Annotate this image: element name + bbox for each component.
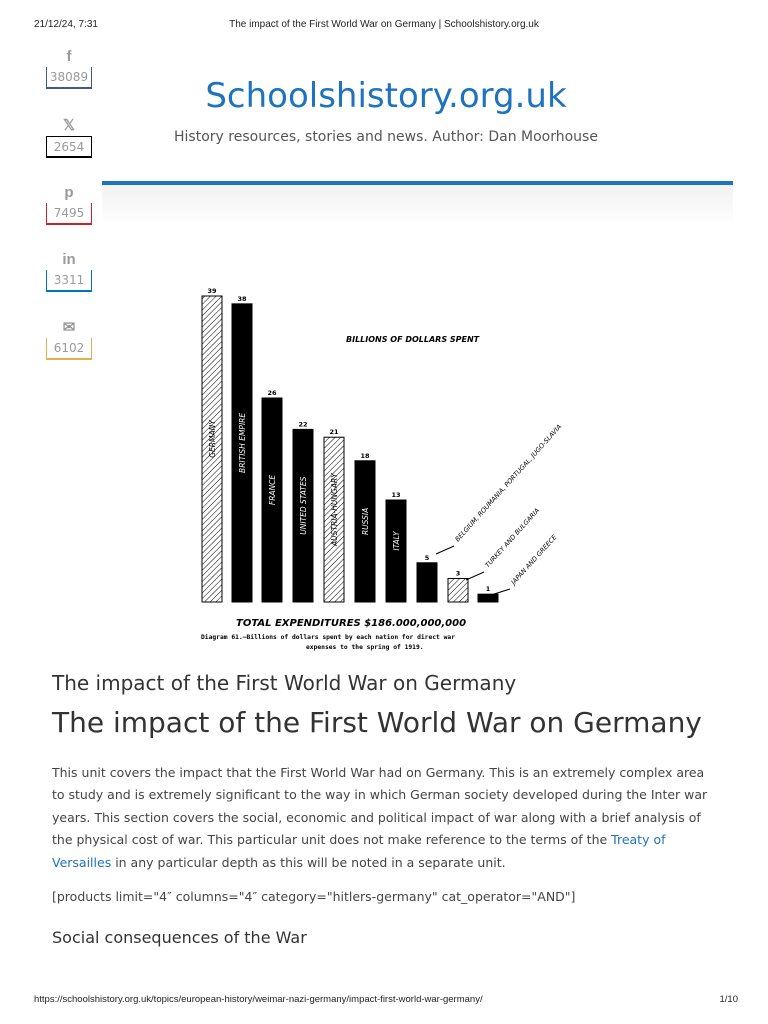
bar-category-label: AUSTRIA-HUNGARY	[330, 472, 339, 547]
bar-1	[201, 295, 223, 603]
treaty-of-versailles-link[interactable]: Treaty of Versailles	[52, 832, 666, 870]
share-count: 7495	[46, 203, 92, 225]
bar-category-label: ITALY	[392, 530, 401, 551]
print-date: 21/12/24, 7:31	[34, 19, 98, 30]
bar-value-label: 18	[360, 452, 370, 460]
bar-value-label: 22	[298, 420, 307, 428]
linkedin-icon[interactable]: in	[62, 250, 76, 268]
chart-caption-line2: expenses to the spring of 1919.	[306, 643, 424, 651]
bar-5	[323, 436, 345, 603]
bar-category-label: UNITED STATES	[299, 476, 308, 534]
annotation-arrow	[465, 571, 485, 581]
article-intro: This unit covers the impact that the Fir…	[52, 762, 712, 874]
bar-value-label: 21	[329, 428, 339, 436]
bar-value-label: 38	[237, 295, 247, 303]
bar-8	[416, 562, 438, 603]
bar-category-label: GERMANY	[208, 419, 217, 458]
share-count: 38089	[46, 67, 92, 89]
war-expenditure-chart: BILLIONS OF DOLLARS SPENT 39 GERMANY 38 BRI…	[196, 282, 586, 654]
pinterest-icon[interactable]: p	[64, 183, 74, 201]
bar-value-label: 3	[456, 569, 461, 577]
intro-text-1: This unit covers the impact that the Fir…	[52, 765, 708, 848]
share-facebook[interactable]: f 38089	[46, 45, 92, 89]
bar-value-label: 13	[391, 491, 400, 499]
small-bar-label: JAPAN AND GREECE	[508, 533, 559, 588]
chart-svg: BILLIONS OF DOLLARS SPENT 39 GERMANY 38 BRI…	[201, 287, 564, 651]
bars-group: 39 GERMANY 38 BRITISH EMPIRE 26 FRANCE 22 UNITE…	[201, 287, 499, 603]
print-header: 21/12/24, 7:31 The impact of the First W…	[0, 0, 768, 40]
site-title[interactable]: Schoolshistory.org.uk	[205, 76, 567, 116]
section-heading: Social consequences of the War	[52, 928, 307, 947]
print-url: https://schoolshistory.org.uk/topics/eur…	[34, 994, 483, 1005]
bar-category-label: FRANCE	[268, 475, 277, 506]
small-bar-label: BELGIUM, ROUMANIA, PORTUGAL, JUGO-SLAVIA	[454, 423, 564, 543]
print-footer: https://schoolshistory.org.uk/topics/eur…	[0, 994, 768, 1024]
share-count: 3311	[46, 270, 92, 292]
x-twitter-icon[interactable]: 𝕏	[62, 117, 76, 134]
print-page-title: The impact of the First World War on Ger…	[229, 19, 539, 30]
share-linkedin[interactable]: in 3311	[46, 248, 92, 292]
bar-2	[231, 303, 253, 603]
share-x[interactable]: 𝕏 2654	[46, 114, 92, 158]
bar-10	[477, 593, 499, 603]
bar-value-label: 1	[486, 585, 491, 593]
chart-total: TOTAL EXPENDITURES $186.000,000,000	[236, 618, 466, 629]
bar-value-label: 5	[425, 554, 430, 562]
header-shadow	[102, 185, 733, 225]
bar-value-label: 39	[207, 287, 217, 295]
site-description: History resources, stories and news. Aut…	[174, 129, 598, 145]
products-shortcode: [products limit="4″ columns="4″ category…	[52, 889, 576, 904]
bar-value-label: 26	[267, 389, 277, 397]
chart-caption-line1: Diagram 61.—Billions of dollars spent by…	[201, 633, 455, 641]
facebook-icon[interactable]: f	[66, 47, 72, 65]
chart-title: BILLIONS OF DOLLARS SPENT	[346, 335, 480, 344]
bar-7	[385, 499, 407, 603]
header-divider	[102, 181, 733, 185]
article-title: The impact of the First World War on Ger…	[52, 706, 702, 739]
article-subtitle: The impact of the First World War on Ger…	[52, 671, 517, 695]
email-icon[interactable]: ✉	[62, 319, 76, 336]
share-email[interactable]: ✉ 6102	[46, 316, 92, 360]
bar-3	[261, 397, 283, 603]
annotation-arrow	[490, 588, 511, 596]
bar-category-label: RUSSIA	[361, 508, 370, 535]
share-pinterest[interactable]: p 7495	[46, 181, 92, 225]
bar-category-label: BRITISH EMPIRE	[238, 413, 247, 473]
bar-6	[354, 460, 376, 603]
print-page-number: 1/10	[719, 994, 739, 1005]
annotation-arrow	[435, 545, 455, 555]
share-count: 6102	[46, 338, 92, 360]
share-count: 2654	[46, 136, 92, 158]
bar-4	[292, 428, 314, 603]
intro-text-2: in any particular depth as this will be …	[111, 854, 506, 870]
bar-9	[447, 577, 469, 603]
